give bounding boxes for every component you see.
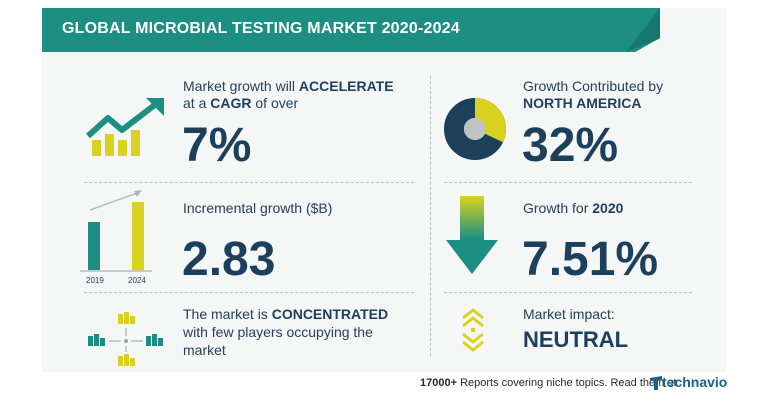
region-label-line1: Growth Contributed by bbox=[523, 78, 664, 94]
concentration-line3: market bbox=[183, 342, 226, 358]
market-players-icon bbox=[88, 312, 163, 366]
region-value: 32% bbox=[522, 119, 619, 172]
cagr-value: 7% bbox=[182, 119, 252, 172]
bar-label-2019: 2019 bbox=[86, 276, 104, 285]
concentration-line2: with few players occupying the bbox=[183, 324, 373, 340]
donut-share-icon bbox=[444, 98, 506, 160]
infographic-card bbox=[42, 8, 726, 372]
row-divider-left-2 bbox=[84, 292, 414, 293]
incremental-label: Incremental growth ($B) bbox=[183, 200, 333, 216]
impact-label: Market impact: bbox=[523, 306, 615, 322]
page-title: GLOBAL MICROBIAL TESTING MARKET 2020-202… bbox=[62, 20, 460, 37]
growth2020-value: 7.51% bbox=[522, 233, 659, 286]
bar-label-2024: 2024 bbox=[128, 276, 146, 285]
neutral-arrows-icon bbox=[462, 308, 484, 352]
title-banner bbox=[42, 8, 660, 52]
technavio-logo-icon bbox=[650, 376, 662, 390]
concentration-line1: The market is CONCENTRATED bbox=[183, 306, 389, 322]
impact-value: NEUTRAL bbox=[523, 327, 629, 352]
row-divider-right-1 bbox=[444, 182, 692, 183]
cagr-label-line1: Market growth will ACCELERATE bbox=[183, 78, 394, 94]
column-divider bbox=[430, 76, 431, 356]
bar-growth-icon: 2019 2024 bbox=[80, 190, 152, 285]
row-divider-left-1 bbox=[84, 182, 414, 183]
down-arrow-icon bbox=[446, 196, 498, 274]
technavio-brand-link[interactable]: technavio bbox=[662, 374, 728, 390]
growth2020-label: Growth for 2020 bbox=[523, 200, 624, 216]
row-divider-right-2 bbox=[444, 292, 692, 293]
region-label-line2: NORTH AMERICA bbox=[523, 95, 642, 111]
cagr-label-line2: at a CAGR of over bbox=[183, 95, 299, 111]
footer-text: 17000+ Reports covering niche topics. Re… bbox=[420, 377, 677, 389]
incremental-value: 2.83 bbox=[182, 233, 276, 286]
growth-chart-icon bbox=[86, 98, 164, 156]
